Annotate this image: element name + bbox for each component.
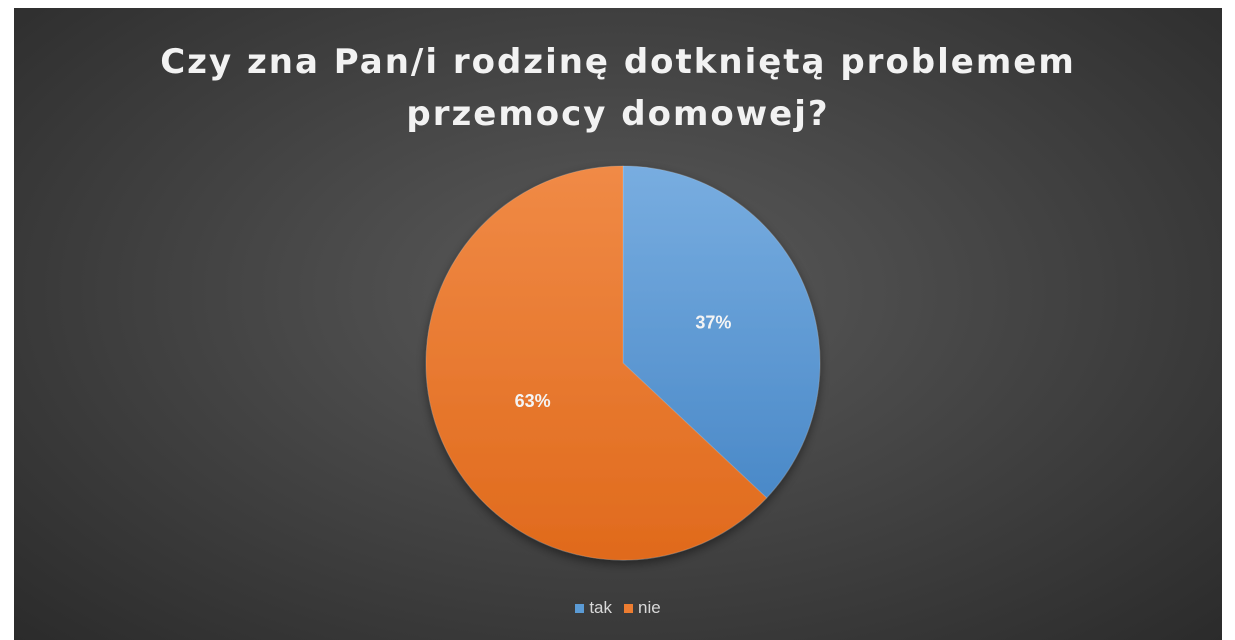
- slice-label-tak: 37%: [695, 313, 731, 333]
- chart-area: Czy zna Pan/i rodzinę dotkniętą probleme…: [14, 8, 1222, 640]
- chart-title: Czy zna Pan/i rodzinę dotkniętą probleme…: [14, 36, 1222, 140]
- pie-chart: 37% 63%: [425, 165, 821, 561]
- slice-label-nie: 63%: [515, 391, 551, 411]
- legend-swatch-tak: [575, 603, 585, 613]
- pie-slice-tak: [622, 165, 821, 499]
- legend-label-nie: nie: [638, 598, 661, 617]
- legend-item-tak: tak: [575, 598, 612, 618]
- chart-title-line-2: przemocy domowej?: [406, 94, 830, 134]
- chart-title-line-1: Czy zna Pan/i rodzinę dotkniętą probleme…: [160, 42, 1076, 82]
- pie-slice-nie: [425, 165, 768, 561]
- legend: tak nie: [14, 598, 1222, 618]
- legend-swatch-nie: [624, 603, 633, 613]
- legend-item-nie: nie: [624, 598, 661, 618]
- legend-label-tak: tak: [589, 598, 612, 617]
